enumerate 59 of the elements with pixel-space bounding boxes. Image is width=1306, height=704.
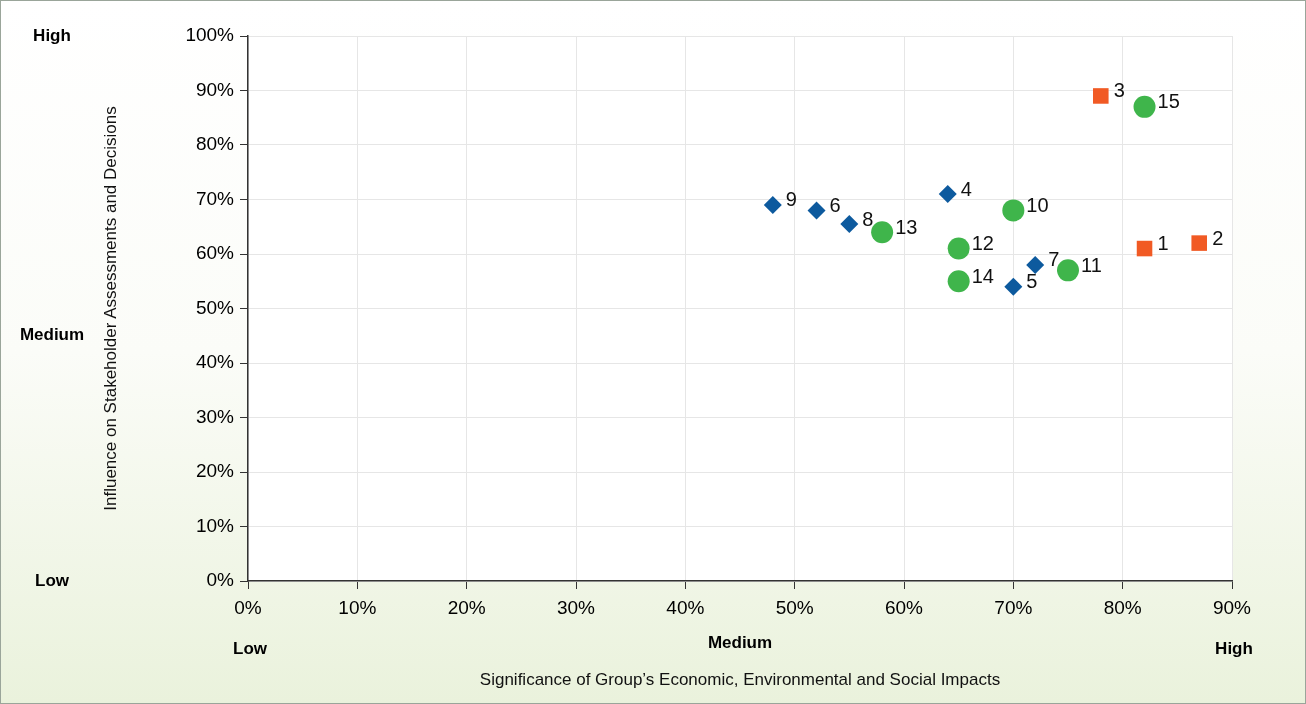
point — [1093, 88, 1109, 104]
y-tick-label: 100% — [185, 24, 235, 46]
point — [1136, 240, 1153, 257]
point — [1002, 199, 1025, 222]
point — [1191, 235, 1207, 251]
annotation: 13 — [895, 215, 918, 238]
x-axis-title: Significance of Group’s Economic, Environmental and Social Impacts — [479, 670, 1001, 690]
x-tick-label: 0% — [234, 596, 262, 618]
x-tick-label: 20% — [447, 596, 486, 618]
x-tick-label: 60% — [884, 596, 924, 618]
point — [871, 221, 894, 244]
annotation: 7 — [1048, 248, 1060, 271]
x-tick-label: 10% — [338, 596, 377, 618]
annotation: 11 — [1081, 253, 1102, 276]
point — [840, 215, 859, 234]
text: High — [1215, 638, 1253, 658]
point — [807, 201, 826, 220]
y-tick-label: 10% — [195, 514, 235, 536]
text: Low — [233, 638, 268, 658]
y-axis-title: Influence on Stakeholder Assessments and Decisions — [100, 106, 120, 511]
annotation: 5 — [1026, 270, 1038, 293]
point — [947, 270, 970, 293]
annotation: 4 — [960, 177, 972, 200]
point — [938, 185, 957, 204]
point — [1004, 277, 1023, 296]
annotation: 15 — [1157, 90, 1180, 113]
y-tick-label: 0% — [206, 569, 235, 591]
x-tick-label: 40% — [666, 596, 705, 618]
annotation: 6 — [829, 193, 841, 216]
annotation: 3 — [1113, 79, 1125, 102]
y-tick-label: 60% — [195, 242, 235, 264]
text: Low — [35, 570, 70, 590]
point — [1057, 259, 1079, 282]
text: Medium — [707, 632, 773, 652]
y-tick-label: 20% — [195, 460, 235, 482]
point — [1133, 95, 1156, 118]
annotation: 2 — [1212, 226, 1224, 249]
annotation: 14 — [971, 264, 994, 287]
y-tick-label: 80% — [195, 133, 235, 155]
x-tick-label: 50% — [775, 596, 814, 618]
y-tick-label: 50% — [195, 296, 235, 318]
y-tick-label: 30% — [195, 405, 235, 427]
y-tick-label: 70% — [195, 187, 235, 209]
annotation: 10 — [1026, 193, 1049, 216]
annotation: 8 — [862, 207, 874, 230]
x-tick-label: 80% — [1103, 596, 1142, 618]
point — [947, 237, 970, 260]
x-tick-label: 90% — [1212, 596, 1252, 618]
text: High — [33, 25, 71, 45]
point — [1026, 255, 1045, 274]
annotation: 1 — [1157, 232, 1169, 255]
y-tick-label: 90% — [195, 78, 235, 100]
text: Medium — [19, 325, 85, 345]
y-tick-label: 40% — [195, 351, 235, 373]
annotation: 12 — [971, 232, 994, 255]
x-tick-label: 70% — [994, 596, 1033, 618]
point — [763, 195, 782, 214]
annotation: 9 — [785, 188, 797, 211]
x-tick-label: 30% — [556, 596, 596, 618]
